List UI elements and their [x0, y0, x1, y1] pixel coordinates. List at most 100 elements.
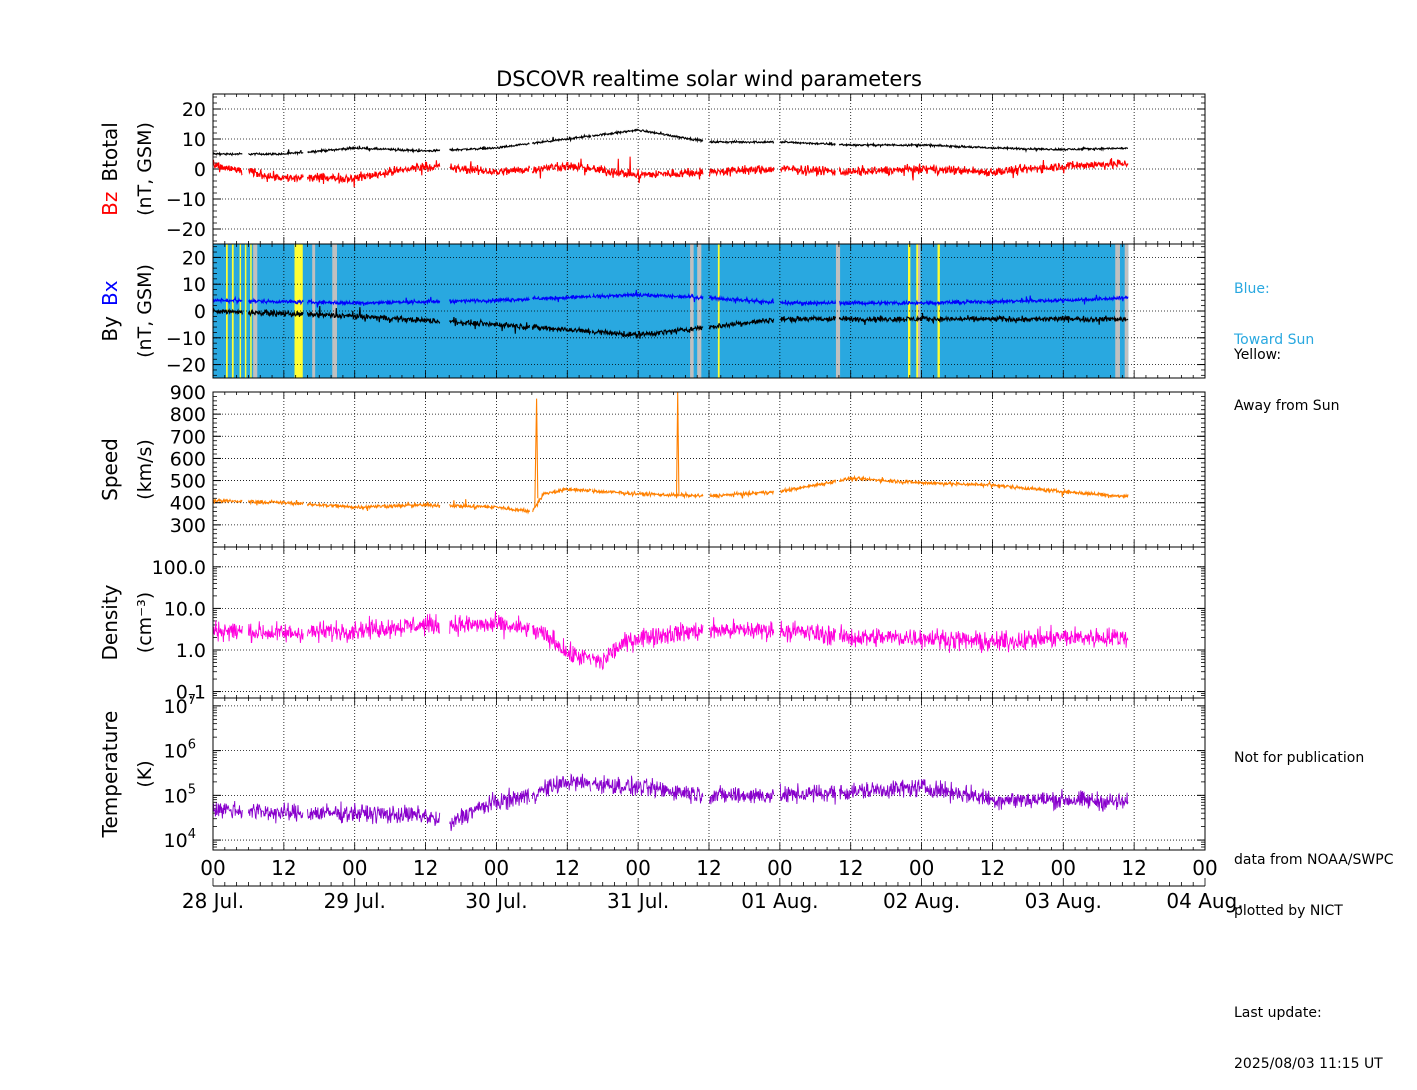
panel-density: 100.0 10.0 1.0 0.1 Density (cm⁻³): [98, 546, 1206, 704]
traces-speed: [213, 392, 1129, 515]
y-tick-label: −10: [166, 328, 206, 350]
y-label-main: Density: [98, 584, 122, 660]
y-label-speed: Speed (km/s): [98, 438, 156, 501]
sector-away-band: [717, 244, 720, 378]
y-tick-label: 10: [182, 129, 206, 151]
sector-nodata-band: [312, 244, 316, 378]
grid-density: [213, 547, 1205, 698]
x-date-label: 03 Aug.: [1025, 889, 1102, 913]
last-update-label: Last update:: [1234, 1005, 1322, 1021]
sector-away-band: [244, 244, 247, 378]
sector-nodata-band: [690, 244, 694, 378]
traces-density: [213, 611, 1129, 671]
data-source: data from NOAA/SWPC: [1234, 852, 1394, 868]
grid-speed: [213, 392, 1205, 547]
footer-notes: Not for publication data from NOAA/SWPC …: [1234, 716, 1393, 1090]
y-tick-label: 500: [170, 471, 206, 493]
traces-magnetic-field-components: [213, 289, 1129, 339]
y-tick-label: 20: [182, 247, 206, 269]
y-tick-label: 900: [170, 382, 206, 404]
y-tick-label: −20: [166, 355, 206, 377]
series-bx: [213, 289, 1129, 308]
grid-magnetic-field-components: [213, 244, 1205, 378]
y-tick-label: 105: [164, 782, 196, 807]
x-hour-label: 00: [1192, 856, 1217, 880]
x-date-label: 28 Jul.: [182, 889, 244, 913]
grid-temperature: [213, 698, 1205, 850]
x-hour-label: 00: [484, 856, 509, 880]
series-btotal: [213, 128, 1128, 157]
y-label-magnetic-field-total: Bz Btotal (nT, GSM): [98, 122, 156, 216]
y-label-units: (nT, GSM): [134, 122, 156, 216]
y-label-units: (cm⁻³): [134, 592, 156, 653]
sector-nodata-band: [1124, 244, 1129, 378]
legend-blue-text: Toward Sun: [1234, 332, 1315, 348]
x-hour-label: 00: [909, 856, 934, 880]
y-label-units: (K): [134, 760, 156, 787]
y-tick-label: 10: [182, 274, 206, 296]
sector-away-band: [294, 244, 303, 378]
x-hour-label: 12: [271, 856, 296, 880]
y-label-main: Temperature: [98, 711, 122, 839]
x-hour-label: 00: [767, 856, 792, 880]
panel-frame: [212, 243, 1206, 379]
solar-wind-figure: DSCOVR realtime solar wind parameters 20…: [98, 67, 1244, 913]
traces-temperature: [213, 773, 1129, 832]
y-tick-label: 0: [194, 301, 206, 323]
sector-away-band: [250, 244, 252, 378]
y-label-density: Density (cm⁻³): [98, 584, 156, 660]
y-tick-label: 700: [170, 426, 206, 448]
x-date-label: 02 Aug.: [883, 889, 960, 913]
y-label-temperature: Temperature (K): [98, 711, 156, 839]
legend-yellow: Yellow: Away from Sun: [1234, 313, 1339, 432]
chart-title: DSCOVR realtime solar wind parameters: [496, 67, 922, 91]
plotted-by: plotted by NICT: [1234, 903, 1343, 919]
x-hour-label: 00: [200, 856, 225, 880]
traces-magnetic-field-total: [213, 128, 1129, 188]
y-label-units: (km/s): [134, 439, 156, 500]
y-axis-density: 100.0 10.0 1.0 0.1: [152, 546, 1206, 704]
sector-nodata-band: [332, 244, 337, 378]
y-tick-label: 400: [170, 493, 206, 515]
y-tick-label: 107: [164, 693, 196, 718]
series-temperature: [213, 773, 1129, 832]
y-tick-label: 10.0: [164, 598, 206, 620]
sector-nodata-band: [835, 244, 841, 378]
not-for-publication: Not for publication: [1234, 750, 1365, 766]
sector-nodata-band: [918, 244, 921, 378]
series-bz: [213, 156, 1129, 188]
sector-away-band: [937, 244, 940, 378]
y-tick-label: 106: [164, 738, 196, 763]
series-by: [213, 305, 1129, 339]
y-tick-label: 800: [170, 404, 206, 426]
y-tick-label: 1.0: [176, 640, 206, 662]
x-date-label: 04 Aug.: [1166, 889, 1243, 913]
x-hour-label: 12: [555, 856, 580, 880]
legend-yellow-text: Away from Sun: [1234, 398, 1340, 414]
x-hour-label: 12: [980, 856, 1005, 880]
x-date-label: 01 Aug.: [741, 889, 818, 913]
series-speed: [213, 392, 1129, 515]
x-hour-label: 12: [696, 856, 721, 880]
panel-frame: [212, 697, 1206, 851]
y-tick-label: 100.0: [152, 557, 206, 579]
x-date-label: 30 Jul.: [465, 889, 527, 913]
legend-yellow-label: Yellow:: [1234, 347, 1282, 363]
legend-blue-label: Blue:: [1234, 281, 1270, 297]
x-hour-label: 12: [1121, 856, 1146, 880]
y-label-main: Bz Btotal: [98, 122, 122, 216]
y-label-units: (nT, GSM): [134, 264, 156, 358]
panel-frame: [212, 391, 1206, 548]
legend-blue: Blue: Toward Sun: [1234, 247, 1314, 366]
y-tick-label: 20: [182, 99, 206, 121]
panel-temperature: 104 105 106 107 Temperature (K): [98, 693, 1206, 852]
y-tick-label: 104: [164, 827, 196, 852]
x-hour-label: 00: [1051, 856, 1076, 880]
x-hour-label: 00: [342, 856, 367, 880]
last-update-time: 2025/08/03 11:15 UT: [1234, 1056, 1383, 1072]
x-axis: 00 12 00 12 00 12 00 12 00 12 00 12 00 12 00 28 Jul. 29 …: [182, 856, 1244, 913]
y-tick-label: −10: [166, 189, 206, 211]
y-tick-label: 0: [194, 159, 206, 181]
y-label-magnetic-field-components: By Bx (nT, GSM): [98, 264, 156, 358]
